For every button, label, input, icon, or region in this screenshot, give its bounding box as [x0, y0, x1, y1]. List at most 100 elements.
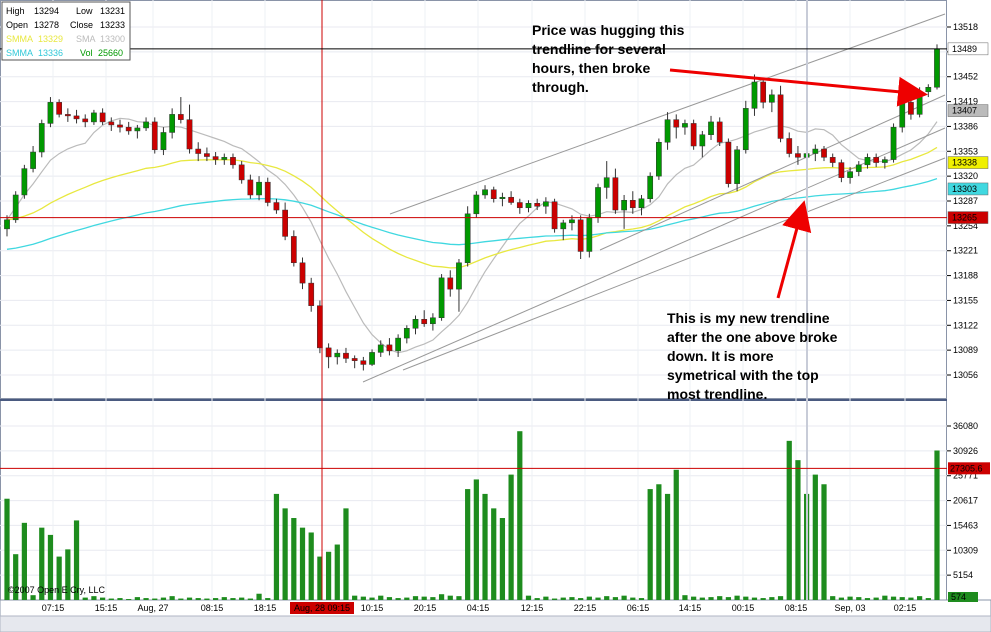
- volume-bar: [795, 460, 801, 600]
- annotation-arrow-top: [669, 68, 928, 107]
- volume-bar: [569, 597, 575, 600]
- candle-body: [508, 196, 514, 203]
- volume-bar: [273, 493, 280, 600]
- candle-body: [256, 181, 262, 196]
- volume-bar: [925, 598, 931, 600]
- candle-body: [117, 124, 123, 128]
- candle-body: [4, 219, 10, 230]
- annotation-top-line-4: through.: [532, 79, 589, 95]
- candle-body: [64, 114, 71, 117]
- volume-bar: [499, 518, 506, 600]
- sma-tag: 13407: [952, 106, 977, 116]
- candle-body: [516, 202, 523, 209]
- volume-bar: [91, 596, 97, 600]
- candle-body: [143, 121, 149, 129]
- candle-body: [716, 121, 723, 143]
- time-tick-label: 04:15: [467, 603, 490, 613]
- info-smma1-label: SMMA: [6, 34, 33, 44]
- time-tick-label: Aug, 27: [137, 603, 168, 613]
- volume-bar: [378, 595, 384, 600]
- volume-bar: [212, 598, 219, 600]
- volume-bar: [126, 599, 132, 600]
- copyright-text: ©2007 Open E Cry, LLC: [8, 585, 106, 595]
- candle-body: [91, 112, 97, 123]
- volume-bar: [412, 596, 419, 600]
- candle-body: [560, 222, 567, 230]
- volume-bar: [760, 598, 766, 600]
- price-tick-label: 13122: [953, 320, 978, 330]
- volume-bar: [847, 596, 853, 600]
- candle-body: [812, 148, 819, 154]
- volume-last-tag: 574: [951, 592, 966, 602]
- volume-bar: [751, 597, 758, 600]
- horizontal-line-tag-bg: [947, 211, 989, 224]
- volume-bar: [691, 596, 697, 600]
- price-tick-label: 13353: [953, 146, 978, 156]
- time-tick-label: 20:15: [414, 603, 437, 613]
- volume-bar: [308, 532, 314, 600]
- time-tick-label: 10:15: [361, 603, 384, 613]
- volume-bar: [517, 431, 523, 600]
- volume-tick-label: 5154: [953, 570, 973, 580]
- volume-bar: [578, 598, 584, 600]
- volume-line-tag-bg: [948, 462, 990, 475]
- price-tick-label: 13320: [953, 171, 978, 181]
- volume-bar: [534, 598, 540, 600]
- volume-bar: [482, 493, 488, 600]
- volume-tick-label: 36080: [953, 421, 978, 431]
- volume-bar: [352, 595, 358, 600]
- highlighted-time-bg: [290, 602, 354, 614]
- smma-cyan-tag-bg: [947, 182, 989, 196]
- last-price-tag: 13489: [952, 44, 977, 54]
- candlesticks: [4, 44, 940, 371]
- candle-body: [160, 132, 167, 151]
- candle-body: [360, 360, 367, 365]
- candle-body: [308, 282, 315, 306]
- info-close-label: Close: [70, 20, 93, 30]
- price-tick-label: 13155: [953, 295, 978, 305]
- info-vol-value: 25660: [98, 48, 123, 58]
- volume-bar: [152, 598, 158, 600]
- volume-bar: [4, 498, 10, 600]
- candle-body: [934, 48, 940, 88]
- candle-body: [351, 358, 358, 361]
- volume-bar: [230, 598, 236, 600]
- volume-bar: [100, 597, 106, 600]
- info-close-value: 13233: [100, 20, 125, 30]
- volume-bar: [404, 597, 410, 600]
- volume-bar: [882, 595, 888, 600]
- price-tick-label: 13056: [953, 370, 978, 380]
- volume-bar: [612, 597, 619, 600]
- volume-bar: [777, 596, 784, 600]
- trendline: [402, 157, 946, 371]
- price-axis-labels: 1351813485134521341913386133531332013287…: [947, 22, 989, 380]
- candle-body: [317, 305, 323, 349]
- candle-body: [482, 189, 488, 196]
- candle-body: [551, 201, 558, 230]
- annotation-top-line-1: Price was hugging this: [532, 22, 685, 38]
- volume-bar: [256, 593, 262, 600]
- candle-body: [464, 213, 471, 264]
- candle-body: [473, 194, 480, 215]
- candle-body: [742, 108, 749, 151]
- price-tick-label: 13089: [953, 345, 978, 355]
- candle-body: [186, 119, 193, 150]
- candle-body: [21, 168, 28, 196]
- time-axis-labels: 07:15 15:15 Aug, 27 08:15 18:15 Aug, 28 09:15…: [42, 602, 916, 614]
- volume-bar: [673, 469, 679, 600]
- volume-bar: [560, 597, 566, 600]
- time-tick-label: 14:15: [679, 603, 702, 613]
- info-low-label: Low: [76, 6, 93, 16]
- volume-bar: [717, 596, 723, 600]
- smma-yellow-tag: 13338: [952, 158, 977, 168]
- candle-body: [760, 81, 767, 103]
- volume-bar: [247, 598, 253, 600]
- candle-body: [38, 123, 45, 153]
- time-scrollbar[interactable]: [0, 615, 991, 632]
- info-low-value: 13231: [100, 6, 125, 16]
- volume-bar: [491, 508, 497, 600]
- info-open-label: Open: [6, 20, 28, 30]
- annotation-top: Price was hugging this trendline for sev…: [532, 22, 685, 95]
- candle-body: [629, 199, 636, 209]
